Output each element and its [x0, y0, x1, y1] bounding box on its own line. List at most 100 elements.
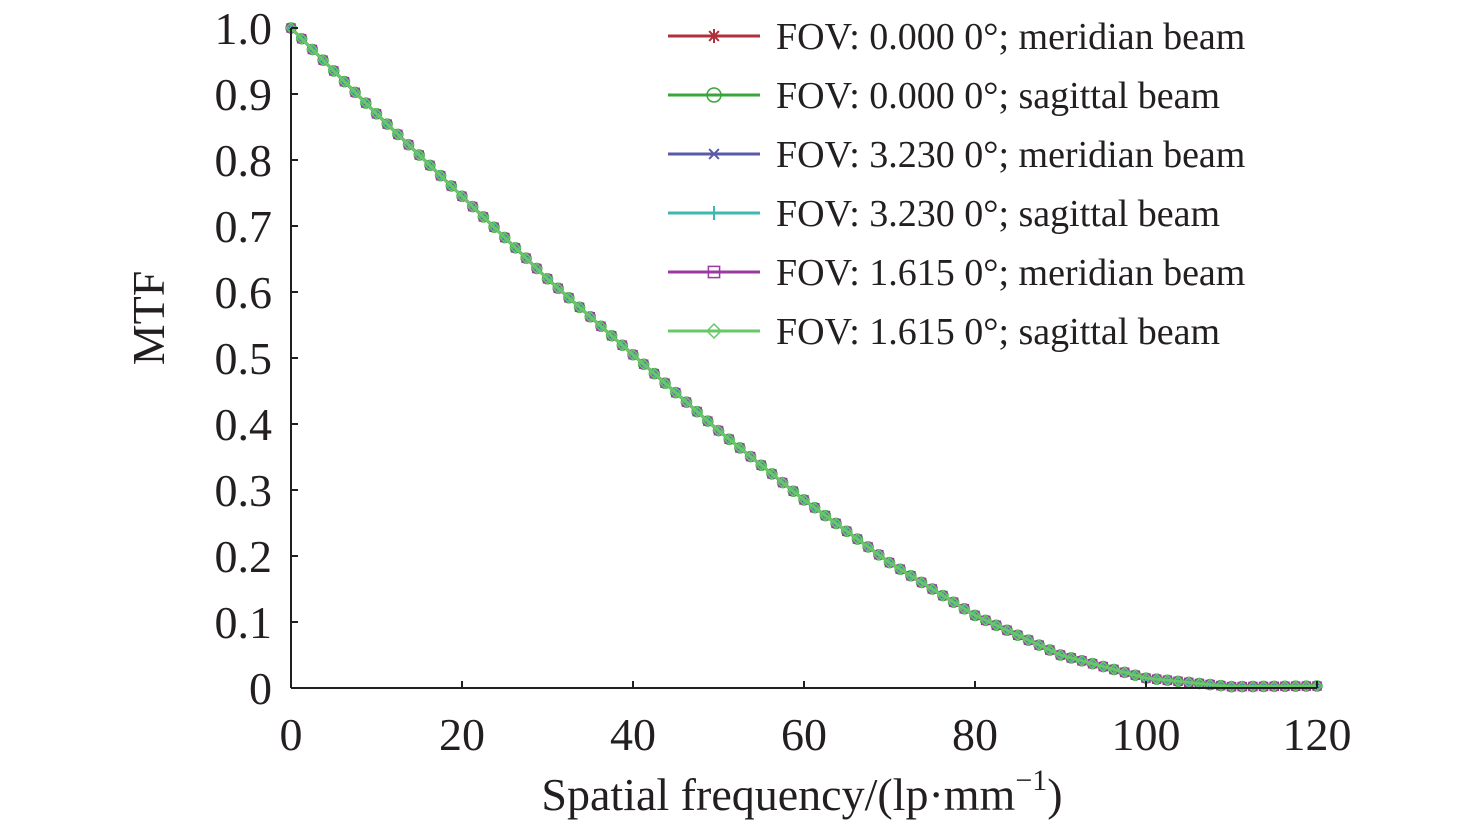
data-point [1043, 643, 1056, 657]
data-point [1033, 639, 1046, 652]
legend-item: FOV: 1.615 0°; meridian beam [668, 252, 1245, 294]
data-point [626, 348, 640, 361]
data-point [669, 386, 682, 399]
legend-label: FOV: 3.230 0°; sagittal beam [776, 193, 1220, 235]
data-point [466, 200, 479, 213]
x-tick-label: 80 [952, 709, 998, 760]
data-point [701, 415, 714, 428]
data-point [787, 485, 800, 498]
data-point [819, 509, 832, 522]
data-point [680, 396, 693, 409]
data-point [552, 282, 565, 295]
legend-item: FOV: 3.230 0°; sagittal beam [668, 193, 1220, 235]
data-point [707, 29, 721, 43]
data-point [402, 138, 415, 151]
data-point [423, 159, 436, 172]
data-point [808, 501, 821, 514]
y-ticks: 0 0.1 0.2 0.3 0.4 0.5 0.6 0.7 0.8 0.9 1.0 [215, 3, 298, 714]
data-point [755, 459, 768, 472]
data-point [708, 148, 720, 160]
data-point [947, 596, 960, 609]
data-point [530, 262, 543, 275]
data-point [1086, 657, 1099, 670]
data-point [455, 190, 469, 203]
y-tick-label: 0.2 [215, 531, 273, 582]
data-point [1054, 648, 1067, 662]
data-point [1129, 669, 1142, 682]
data-point [562, 291, 575, 304]
data-point [1310, 679, 1324, 693]
data-point [797, 493, 811, 506]
x-axis-label-sup: −1 [1015, 764, 1047, 797]
data-point [840, 525, 853, 538]
y-tick-label: 0.8 [215, 135, 273, 186]
data-point [894, 563, 907, 576]
legend: FOV: 0.000 0°; meridian beam FOV: 0.000 0… [668, 16, 1245, 353]
x-tick-label: 60 [781, 709, 827, 760]
data-point [723, 433, 736, 446]
series-markers [286, 23, 1322, 691]
data-point [904, 569, 917, 582]
data-point [317, 54, 330, 67]
data-point [765, 467, 778, 480]
data-point [744, 450, 757, 463]
series-markers [286, 23, 1322, 692]
y-tick-label: 1.0 [215, 3, 273, 54]
x-tick-label: 0 [280, 709, 303, 760]
data-point [1161, 674, 1174, 687]
series-6 [284, 21, 1324, 693]
x-tick-label: 120 [1283, 709, 1352, 760]
data-point [915, 576, 928, 589]
series-4 [286, 23, 1322, 692]
series-2 [285, 22, 1323, 693]
legend-label: FOV: 3.230 0°; meridian beam [776, 134, 1245, 176]
data-point [1011, 629, 1024, 642]
data-point [1065, 651, 1078, 664]
legend-label: FOV: 0.000 0°; sagittal beam [776, 75, 1220, 117]
data-point [872, 548, 885, 561]
data-point [498, 231, 511, 244]
data-point [1214, 679, 1227, 692]
data-point [637, 358, 650, 371]
data-point [1268, 680, 1281, 693]
legend-item: FOV: 1.615 0°; sagittal beam [668, 311, 1220, 353]
data-point [1236, 680, 1249, 693]
series-line [289, 26, 1318, 689]
x-axis-label-close: ) [1047, 769, 1062, 820]
data-point [327, 64, 340, 77]
data-point [1075, 654, 1088, 667]
data-point [705, 322, 723, 340]
y-tick-label: 0.5 [215, 333, 273, 384]
data-point [776, 476, 789, 489]
data-point [295, 32, 308, 45]
data-point [616, 339, 629, 352]
data-point [926, 582, 939, 596]
series-1 [286, 23, 1322, 692]
data-point [1107, 663, 1121, 676]
data-point [862, 540, 875, 553]
series-markers [286, 23, 1322, 692]
x-axis-label-main: Spatial frequency/(lp·mm [541, 769, 1015, 820]
data-point [851, 533, 864, 546]
series-line [289, 26, 1318, 689]
axes [290, 28, 1317, 689]
data-point [338, 75, 351, 88]
data-point [1171, 675, 1185, 688]
legend-label: FOV: 0.000 0°; meridian beam [776, 16, 1245, 58]
series-line [289, 26, 1318, 689]
y-tick-label: 0 [249, 663, 272, 714]
y-tick-label: 0.6 [215, 267, 273, 318]
data-point [733, 441, 746, 454]
data-point [712, 424, 725, 437]
data-point [1257, 680, 1270, 693]
data-point [1150, 673, 1163, 686]
y-tick-label: 0.1 [215, 597, 273, 648]
legend-label: FOV: 1.615 0°; sagittal beam [776, 311, 1220, 353]
x-tick-label: 40 [610, 709, 656, 760]
data-point [958, 602, 971, 615]
data-point [1225, 680, 1238, 693]
data-point [1097, 660, 1110, 673]
legend-label: FOV: 1.615 0°; meridian beam [776, 252, 1245, 294]
legend-item: FOV: 0.000 0°; sagittal beam [668, 75, 1220, 117]
y-axis-label: MTF [123, 271, 174, 366]
